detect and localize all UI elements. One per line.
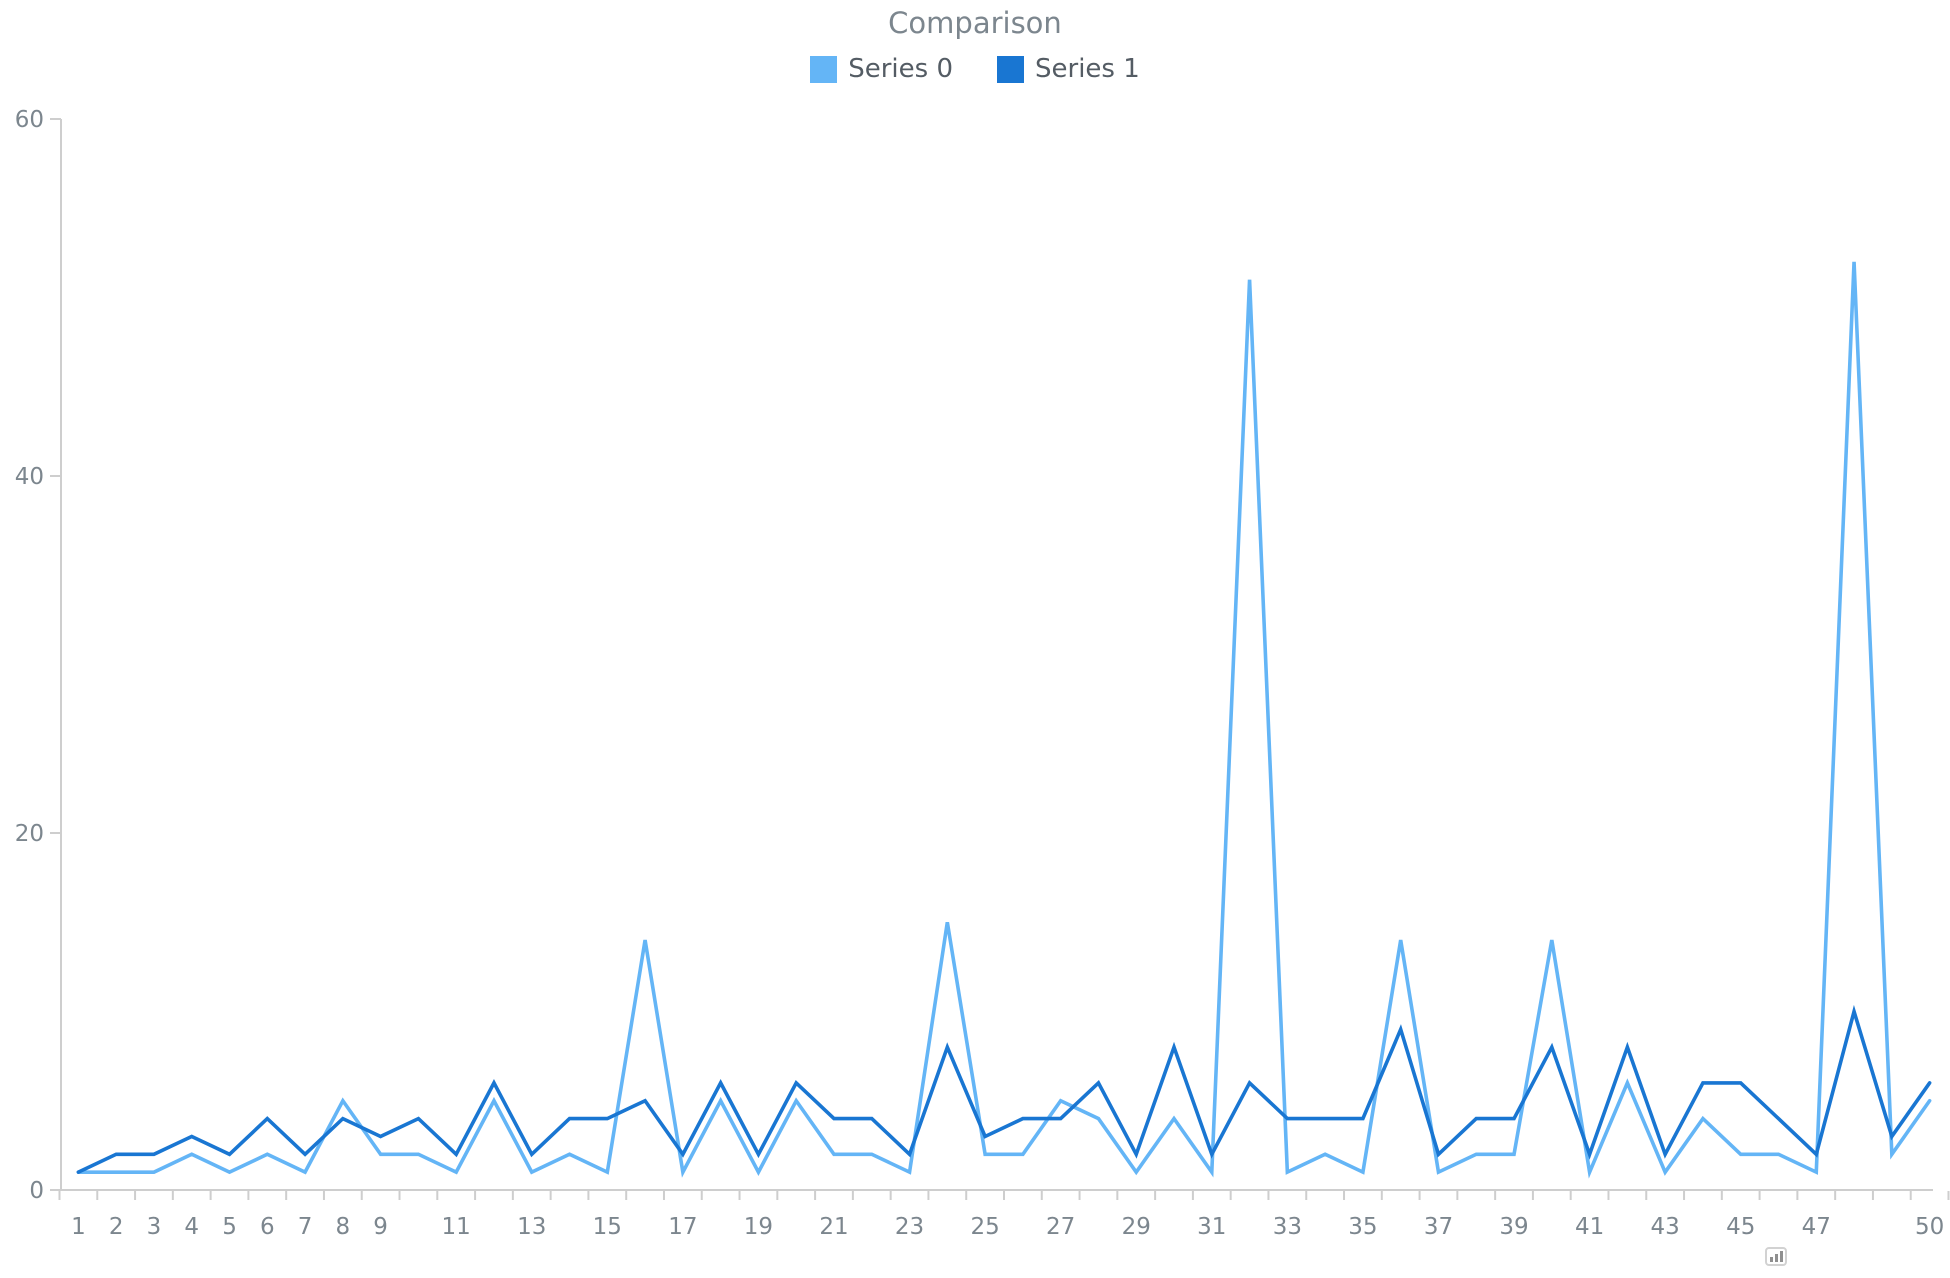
y-axis-tick-label: 0 bbox=[29, 1178, 44, 1204]
legend-item-label: Series 0 bbox=[848, 54, 953, 84]
y-axis-tick-label: 40 bbox=[15, 464, 44, 490]
x-axis-tick-label: 39 bbox=[1499, 1214, 1528, 1240]
legend-item-label: Series 1 bbox=[1035, 54, 1140, 84]
x-axis-tick-label: 8 bbox=[336, 1214, 351, 1240]
x-axis-tick-label: 3 bbox=[147, 1214, 162, 1240]
x-axis-tick-label: 29 bbox=[1122, 1214, 1151, 1240]
legend-item-series-0[interactable]: Series 0 bbox=[810, 54, 953, 84]
x-axis-tick-label: 25 bbox=[970, 1214, 999, 1240]
x-axis-tick-label: 31 bbox=[1197, 1214, 1226, 1240]
series-0-line[interactable] bbox=[76, 261, 1932, 1179]
x-axis-tick-label: 6 bbox=[260, 1214, 275, 1240]
x-axis-tick-label: 11 bbox=[442, 1214, 471, 1240]
x-axis-tick-label: 45 bbox=[1726, 1214, 1755, 1240]
x-axis-tick-label: 43 bbox=[1651, 1214, 1680, 1240]
legend-item-series-1[interactable]: Series 1 bbox=[997, 54, 1140, 84]
x-axis-tick-label: 7 bbox=[298, 1214, 313, 1240]
x-axis-tick-label: 13 bbox=[517, 1214, 546, 1240]
series-0-swatch bbox=[810, 55, 838, 83]
x-axis-tick-label: 1 bbox=[71, 1214, 86, 1240]
x-axis-tick-label: 17 bbox=[668, 1214, 697, 1240]
x-axis-tick-label: 23 bbox=[895, 1214, 924, 1240]
x-axis-tick-label: 2 bbox=[109, 1214, 124, 1240]
x-axis-tick-label: 9 bbox=[373, 1214, 388, 1240]
x-axis-tick-label: 5 bbox=[222, 1214, 237, 1240]
y-axis-tick-label: 60 bbox=[15, 107, 44, 133]
chart-title: Comparison bbox=[888, 6, 1062, 40]
x-axis-tick-label: 15 bbox=[593, 1214, 622, 1240]
x-axis-tick-label: 35 bbox=[1348, 1214, 1377, 1240]
x-axis-tick-label: 50 bbox=[1915, 1214, 1944, 1240]
x-axis-tick-label: 33 bbox=[1273, 1214, 1302, 1240]
y-axis-tick-label: 20 bbox=[15, 821, 44, 847]
legend: Series 0 Series 1 bbox=[0, 54, 1950, 84]
series-1-swatch bbox=[997, 55, 1024, 83]
x-axis-tick-label: 41 bbox=[1575, 1214, 1604, 1240]
chart-credits-icon[interactable] bbox=[1765, 1247, 1787, 1266]
x-axis-tick-label: 47 bbox=[1802, 1214, 1831, 1240]
x-axis-tick-label: 4 bbox=[184, 1214, 199, 1240]
x-axis-tick-label: 37 bbox=[1424, 1214, 1453, 1240]
x-axis-tick-label: 27 bbox=[1046, 1214, 1075, 1240]
series-1-line[interactable] bbox=[76, 1004, 1932, 1174]
x-axis-tick-label: 21 bbox=[819, 1214, 848, 1240]
x-axis-tick-label: 19 bbox=[744, 1214, 773, 1240]
